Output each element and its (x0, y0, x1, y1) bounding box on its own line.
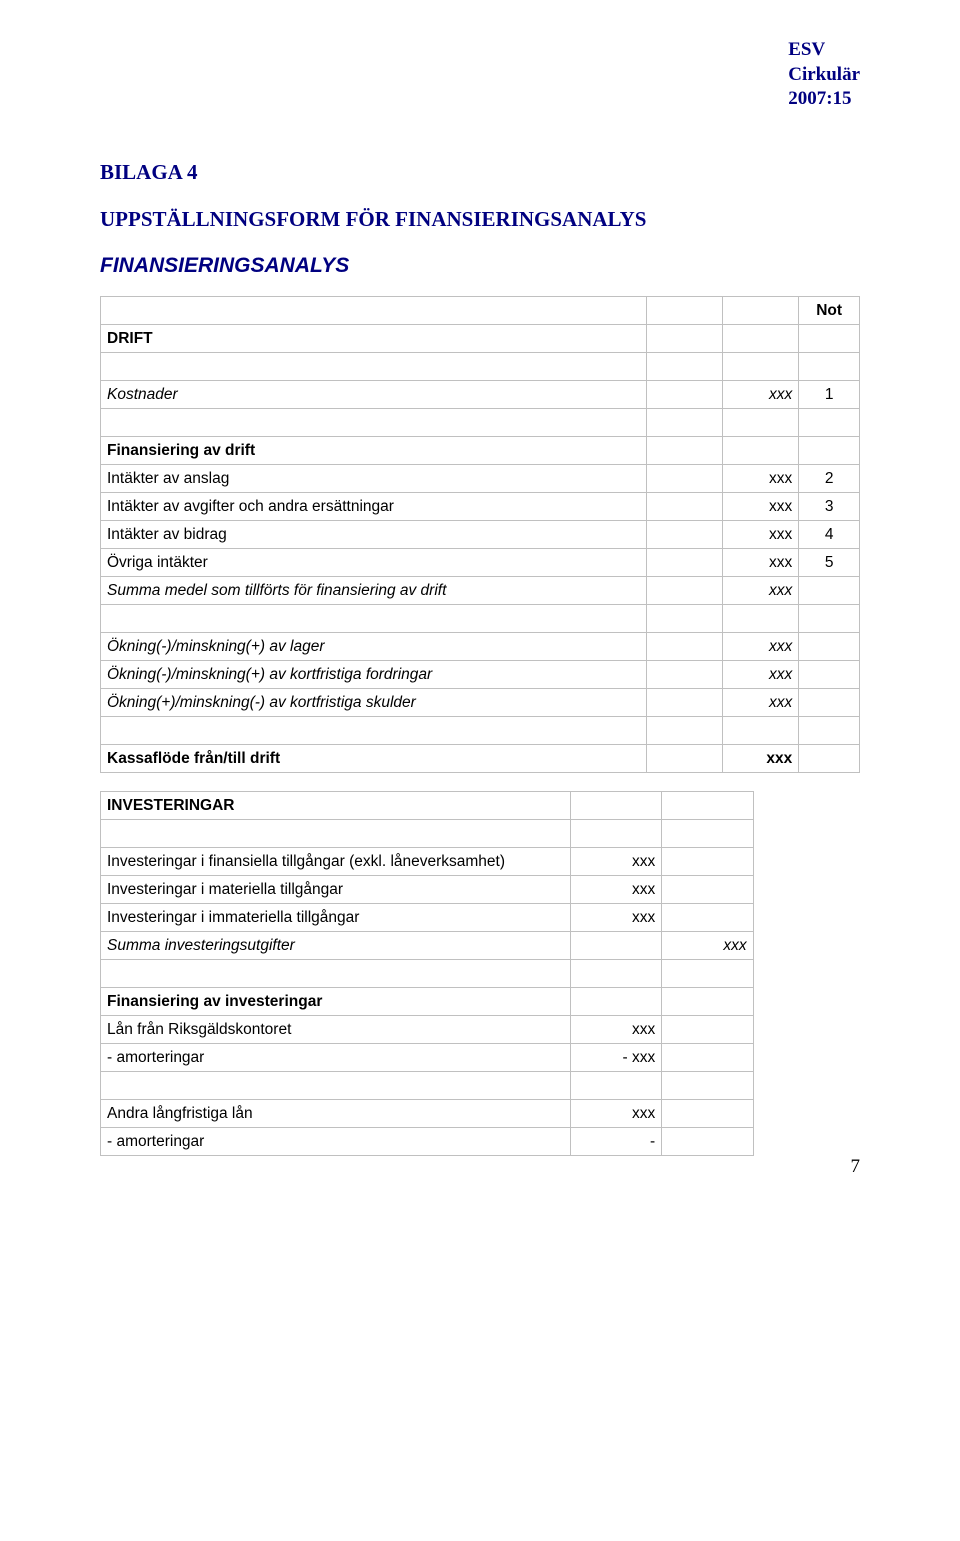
invest-title: INVESTERINGAR (101, 792, 571, 820)
table-row: Ökning(-)/minskning(+) av lager xxx (101, 633, 860, 661)
doc-header: ESV Cirkulär 2007:15 (788, 38, 860, 112)
table-row: - amorteringar - (101, 1128, 754, 1156)
table-row: Investeringar i materiella tillgångar xx… (101, 876, 754, 904)
table-row: Andra långfristiga lån xxx (101, 1100, 754, 1128)
bilaga-heading: BILAGA 4 (100, 160, 860, 185)
table-row: Lån från Riksgäldskontoret xxx (101, 1016, 754, 1044)
table-row: Finansiering av drift (101, 437, 860, 465)
drift-table: Not DRIFT Kostnader xxx 1 Finansiering a… (100, 296, 860, 773)
table-row: INVESTERINGAR (101, 792, 754, 820)
drift-title: DRIFT (101, 325, 647, 353)
table-row (101, 820, 754, 848)
table-row: Övriga intäkter xxx 5 (101, 549, 860, 577)
header-line-1: ESV (788, 38, 860, 63)
page-number: 7 (851, 1156, 861, 1178)
not-header: Not (799, 297, 860, 325)
table-row: Kassaflöde från/till drift xxx (101, 745, 860, 773)
table-row: - amorteringar - xxx (101, 1044, 754, 1072)
uppstallning-heading: UPPSTÄLLNINGSFORM FÖR FINANSIERINGSANALY… (100, 207, 860, 232)
header-line-2: Cirkulär (788, 63, 860, 88)
table-row: Intäkter av avgifter och andra ersättnin… (101, 493, 860, 521)
table-row (101, 1072, 754, 1100)
table-row: Ökning(+)/minskning(-) av kortfristiga s… (101, 689, 860, 717)
table-row: Intäkter av bidrag xxx 4 (101, 521, 860, 549)
table-row: Summa investeringsutgifter xxx (101, 932, 754, 960)
table-row: Not (101, 297, 860, 325)
table-row: Ökning(-)/minskning(+) av kortfristiga f… (101, 661, 860, 689)
header-line-3: 2007:15 (788, 87, 860, 112)
table-row: Finansiering av investeringar (101, 988, 754, 1016)
table-row: Investeringar i finansiella tillgångar (… (101, 848, 754, 876)
table-row: Investeringar i immateriella tillgångar … (101, 904, 754, 932)
table-row (101, 409, 860, 437)
table-row: DRIFT (101, 325, 860, 353)
table-row: Kostnader xxx 1 (101, 381, 860, 409)
table-row (101, 353, 860, 381)
sub-heading: FINANSIERINGSANALYS (100, 254, 860, 278)
table-row (101, 717, 860, 745)
table-row (101, 960, 754, 988)
invest-table: INVESTERINGAR Investeringar i finansiell… (100, 791, 754, 1156)
table-row: Summa medel som tillförts för finansieri… (101, 577, 860, 605)
table-row (101, 605, 860, 633)
table-row: Intäkter av anslag xxx 2 (101, 465, 860, 493)
